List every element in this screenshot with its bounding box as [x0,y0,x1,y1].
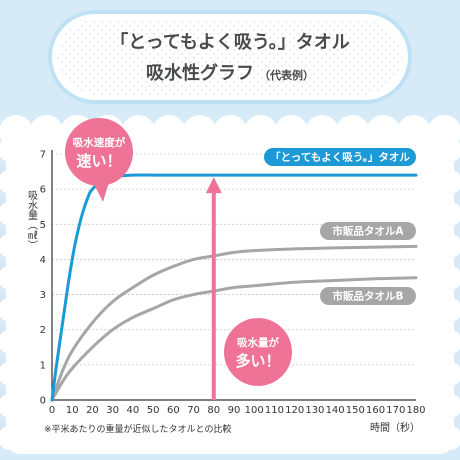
pill-label: 市販品タオルA [332,225,404,238]
footnote: ※平米あたりの重量が近似したタオルとの比較 [44,423,231,435]
pill-label: 市販品タオルB [332,290,403,303]
pill-background [320,222,416,240]
panel-scallop [243,115,278,149]
x-tick-label: 30 [106,405,119,416]
pill-background [320,287,416,305]
x-tick-label: 0 [49,405,55,416]
y-tick-label: 3 [40,290,46,301]
panel-scallop [29,115,64,149]
y-tick-labels: 0 1 2 3 4 5 6 7 [40,150,46,407]
y-axis-label: 吸水量（㎖） [26,190,38,250]
arrow-head [205,177,222,194]
panel-scallop [152,115,186,149]
panel-scallop [213,115,248,149]
speed-callout-bubble [65,118,133,186]
y-tick-label: 6 [40,185,46,196]
panel-scallop [438,170,460,194]
y-tick-label: 5 [40,220,46,231]
amount-callout-line2: 多い！ [235,352,280,370]
series-label-pill: 市販品タオルB [320,287,416,305]
panel-scallop [0,362,22,386]
series-label-pill: 市販品タオルA [320,222,416,240]
panel-scallop [438,394,460,418]
series-line-a [50,244,418,402]
y-tick-label: 2 [40,325,46,336]
x-tick-label: 180 [406,405,425,416]
title-line2-group: 吸水性グラフ （代表例） [146,62,314,84]
panel-scallop [0,234,22,258]
title-line1: 「とってもよく吸う。」タオル [110,31,350,53]
x-tick-label: 150 [346,405,365,416]
series-line-b [50,276,418,402]
panel-scallop [0,138,22,162]
x-tick-label: 40 [127,405,140,416]
amount-arrow [205,177,222,400]
title-banner: 「とってもよく吸う。」タオル 吸水性グラフ （代表例） [48,10,412,104]
panel-scallop [438,138,460,162]
title-line2-sub: （代表例） [259,68,314,82]
panel-scallop [0,298,22,322]
panel-scallop [438,266,460,290]
x-tick-label: 160 [366,405,385,416]
panel-scallop [438,426,460,450]
x-tick-label: 120 [285,405,304,416]
panel-scallop [396,115,431,149]
panel-scallop [182,115,217,149]
x-tick-label: 50 [147,405,160,416]
x-tick-label: 170 [386,405,405,416]
x-tick-label: 90 [228,405,241,416]
plot-panel [0,115,460,454]
amount-callout-line1: 吸水量が [237,336,279,349]
x-tick-label: 70 [187,405,200,416]
y-tick-label: 0 [40,396,46,407]
panel-scallop [274,115,309,149]
x-tick-label: 130 [305,405,324,416]
amount-callout-bubble [224,318,292,386]
speed-callout-tail [93,182,109,202]
x-axis-label: 時間（秒） [370,421,420,434]
x-tick-label: 110 [265,405,284,416]
panel-scallop [305,115,339,149]
x-tick-label: 20 [86,405,99,416]
x-tick-label: 80 [207,405,220,416]
panel-scallop [438,330,460,354]
panel-scallop [438,298,460,322]
panel-scallop [0,202,22,226]
y-tick-label: 7 [40,150,46,161]
title-line2: 吸水性グラフ [146,62,254,84]
y-tick-label: 4 [40,255,46,266]
panel-body [6,132,454,454]
x-tick-label: 140 [326,405,345,416]
x-tick-label: 10 [66,405,79,416]
speed-callout-line2: 速い！ [76,152,121,170]
y-tick-label: 1 [40,360,46,371]
panel-scallop [0,330,22,354]
speed-callout-line1: 吸水速度が [73,136,126,149]
x-tick-labels: 0 10 20 30 40 50 60 70 80 90 100 110 120 130 140 150 160… [49,405,426,416]
panel-scallop [0,266,22,290]
panel-scallop [0,426,22,450]
panel-scallop [366,115,401,149]
panel-scallop [438,202,460,226]
series-label-pill: 「とってもよく吸う。」タオル [264,148,416,166]
panel-scallop [0,170,22,194]
pill-background [264,148,416,166]
panel-scallop [0,394,22,418]
pill-label: 「とってもよく吸う。」タオル [270,151,410,164]
panel-scallop [438,234,460,258]
panel-scallop [335,115,370,149]
x-tick-label: 60 [167,405,180,416]
x-tick-label: 100 [245,405,264,416]
panel-scallop [438,362,460,386]
